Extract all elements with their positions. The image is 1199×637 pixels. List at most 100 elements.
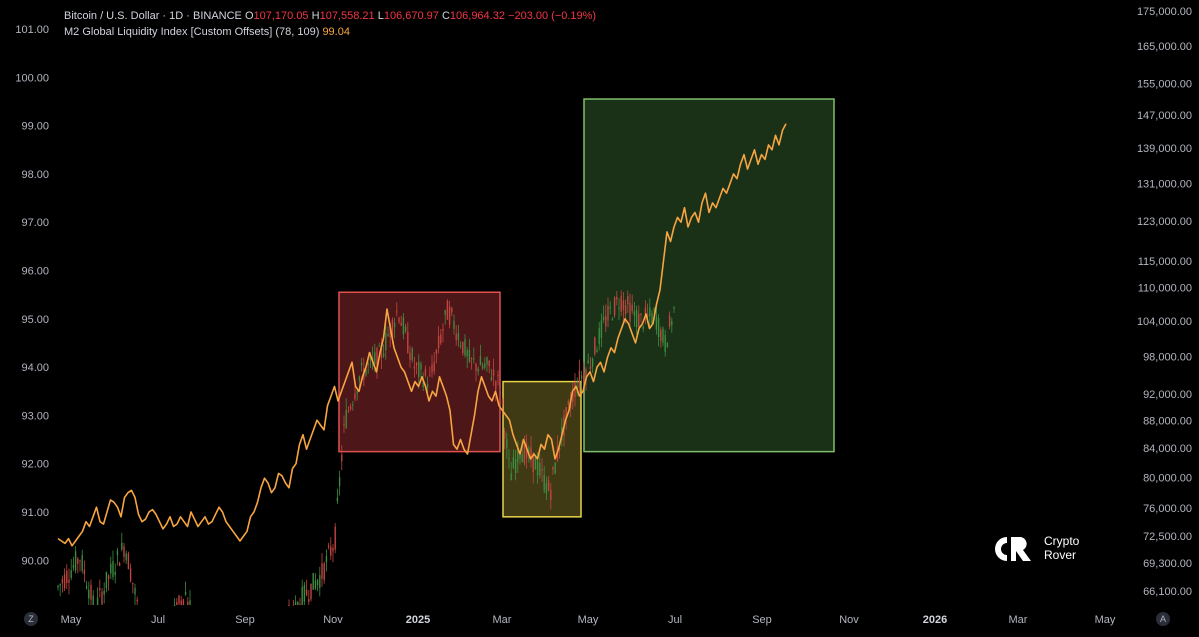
- candle-body: [532, 452, 534, 473]
- candle-body: [543, 474, 545, 491]
- candle-body: [110, 563, 112, 574]
- candle-body: [437, 335, 440, 349]
- candle-body: [662, 328, 664, 343]
- candle-body: [574, 382, 576, 398]
- candle-body: [319, 575, 321, 589]
- candle-body: [475, 363, 477, 371]
- right-axis: 175,000.00 165,000.00 155,000.00 147,000.00…: [1137, 6, 1192, 598]
- candle-body: [567, 400, 570, 405]
- candle-body: [552, 466, 554, 470]
- candle-body: [600, 320, 603, 338]
- candle-body: [393, 322, 396, 328]
- right-axis-tick: 115,000.00: [1138, 256, 1192, 268]
- candle-body: [173, 605, 176, 606]
- right-axis-tick: 131,000.00: [1137, 179, 1192, 191]
- indicator-name[interactable]: M2 Global Liquidity Index [Custom Offset…: [64, 26, 320, 38]
- candle-body: [400, 322, 402, 326]
- candle-body: [484, 363, 486, 368]
- candle-body: [602, 316, 605, 320]
- time-axis-label: Jul: [668, 614, 682, 626]
- candle-body: [59, 584, 61, 586]
- green-box[interactable]: [583, 98, 835, 453]
- candle-body: [649, 307, 651, 317]
- right-axis-tick: 147,000.00: [1137, 110, 1192, 122]
- m2-line[interactable]: [57, 123, 787, 547]
- right-axis-tick: 155,000.00: [1137, 78, 1192, 90]
- candle-body: [404, 326, 407, 332]
- right-axis-tick: 69,300.00: [1143, 558, 1192, 570]
- open-value: 107,170.05: [253, 10, 309, 22]
- candle-body: [83, 569, 86, 575]
- candle-body: [118, 562, 121, 566]
- candle-body: [180, 600, 182, 605]
- candle-body: [499, 390, 501, 396]
- right-axis-tick: 84,000.00: [1143, 443, 1192, 455]
- candle-body: [497, 374, 499, 377]
- candle-body: [455, 334, 457, 340]
- candle-body: [426, 384, 429, 388]
- crypto-rover-logo-icon: [995, 537, 1031, 561]
- right-axis-tick: 175,000.00: [1137, 6, 1192, 18]
- candle-body: [288, 605, 290, 606]
- left-axis-tick: 93.00: [21, 410, 49, 422]
- candle-body: [103, 590, 105, 595]
- time-axis-label: Mar: [493, 614, 512, 626]
- candle-body: [585, 369, 587, 381]
- candle-body: [303, 584, 306, 602]
- candle-body: [519, 454, 521, 459]
- candle-body: [325, 556, 328, 563]
- candle-body: [132, 582, 134, 585]
- candle-body: [341, 454, 343, 462]
- candle-body: [664, 334, 666, 352]
- high-value: 107,558.21: [319, 10, 375, 22]
- yellow-box[interactable]: [502, 380, 582, 518]
- indicator-value: 99.04: [322, 26, 350, 38]
- time-axis-label: Sep: [752, 614, 772, 626]
- right-axis-tick: 88,000.00: [1143, 416, 1192, 428]
- brand-line-1: Crypto: [1044, 534, 1080, 548]
- candle-body: [347, 410, 350, 412]
- left-axis-tick: 90.00: [21, 555, 49, 567]
- candle-body: [587, 360, 589, 364]
- candle-body: [451, 307, 453, 313]
- candle-body: [448, 306, 451, 325]
- candle-body: [611, 319, 614, 321]
- timezone-button[interactable]: Z: [24, 612, 38, 626]
- candle-body: [479, 356, 482, 366]
- candle-body: [189, 600, 191, 605]
- candle-body: [415, 363, 418, 366]
- symbol-row: Bitcoin / U.S. Dollar · 1D · BINANCE O10…: [64, 9, 596, 25]
- auto-scale-button[interactable]: A: [1156, 612, 1170, 626]
- symbol-name[interactable]: Bitcoin / U.S. Dollar · 1D · BINANCE: [64, 10, 242, 22]
- candle-body: [633, 311, 636, 316]
- candle-body: [635, 309, 638, 328]
- candle-body: [459, 345, 462, 347]
- right-axis-tick: 123,000.00: [1137, 216, 1192, 228]
- candle-body: [572, 392, 574, 402]
- candle-body: [462, 341, 464, 354]
- candle-body: [655, 316, 658, 330]
- candle-body: [640, 313, 642, 316]
- m2-line-layer: [57, 123, 787, 547]
- candle-body: [541, 468, 543, 471]
- candle-body: [673, 307, 675, 309]
- candle-body: [470, 358, 473, 360]
- candle-body: [501, 398, 504, 406]
- candle-body: [642, 326, 644, 330]
- candle-body: [598, 328, 600, 345]
- right-axis-tick: 110,000.00: [1138, 283, 1192, 295]
- candle-body: [444, 310, 446, 315]
- candle-body: [596, 350, 598, 352]
- candle-body: [374, 352, 376, 364]
- candle-body: [129, 568, 132, 582]
- candle-body: [114, 571, 116, 576]
- candle-body: [121, 542, 123, 550]
- candle-body: [81, 555, 83, 571]
- candle-body: [431, 364, 433, 373]
- candle-body: [57, 585, 59, 588]
- candle-body: [523, 443, 526, 464]
- candle-body: [422, 379, 424, 387]
- candle-body: [446, 300, 449, 320]
- candle-body: [629, 302, 631, 322]
